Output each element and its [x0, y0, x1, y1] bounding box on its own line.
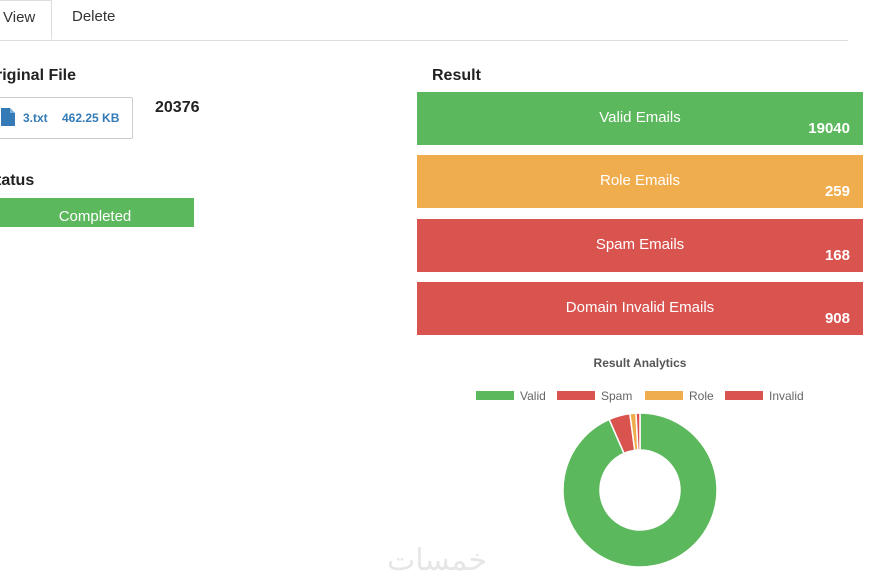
- donut-slice-spam[interactable]: [635, 412, 641, 451]
- donut-slice-valid[interactable]: [562, 412, 718, 568]
- domain-invalid-emails-label: Domain Invalid Emails: [565, 299, 715, 316]
- legend-label-valid: Valid: [520, 389, 546, 403]
- original-file-heading: riginal File: [0, 67, 77, 84]
- legend-label-role: Role: [689, 389, 714, 403]
- spam-emails-box: Spam Emails 168: [417, 219, 863, 272]
- chart-legend: Valid Spam Role Invalid: [0, 389, 879, 403]
- spam-emails-count: 168: [824, 247, 850, 264]
- spam-emails-label: Spam Emails: [595, 236, 685, 253]
- legend-label-spam: Spam: [601, 389, 633, 403]
- tab-bar: View Delete: [0, 0, 848, 41]
- legend-item-invalid[interactable]: Invalid: [725, 389, 804, 403]
- domain-invalid-emails-count: 908: [824, 310, 850, 327]
- result-heading: Result: [432, 67, 481, 84]
- chart-title: Result Analytics: [593, 356, 687, 370]
- total-email-count: 20376: [155, 99, 200, 116]
- valid-emails-label: Valid Emails: [599, 109, 681, 126]
- valid-emails-count: 19040: [808, 120, 850, 137]
- status-heading: tatus: [0, 172, 35, 189]
- legend-item-role[interactable]: Role: [645, 389, 714, 403]
- legend-swatch-spam: [557, 391, 595, 401]
- file-link[interactable]: 3.txt 462.25 KB: [0, 97, 133, 139]
- legend-item-valid[interactable]: Valid: [476, 389, 546, 403]
- valid-emails-box: Valid Emails 19040: [417, 92, 863, 145]
- role-emails-count: 259: [824, 183, 850, 200]
- legend-item-spam[interactable]: Spam: [557, 389, 632, 403]
- file-name: 3.txt: [23, 111, 48, 125]
- legend-swatch-valid: [476, 391, 514, 401]
- legend-swatch-invalid: [725, 391, 763, 401]
- donut-chart: [562, 412, 718, 568]
- domain-invalid-emails-box: Domain Invalid Emails 908: [417, 282, 863, 335]
- file-icon: [1, 108, 15, 126]
- tab-view[interactable]: View: [0, 0, 52, 40]
- tab-delete[interactable]: Delete: [72, 8, 116, 25]
- role-emails-label: Role Emails: [599, 172, 681, 189]
- legend-label-invalid: Invalid: [769, 389, 804, 403]
- legend-swatch-role: [645, 391, 683, 401]
- watermark: خمسات: [387, 543, 488, 578]
- file-size: 462.25 KB: [62, 111, 120, 125]
- status-badge: Completed: [0, 198, 194, 227]
- role-emails-box: Role Emails 259: [417, 155, 863, 208]
